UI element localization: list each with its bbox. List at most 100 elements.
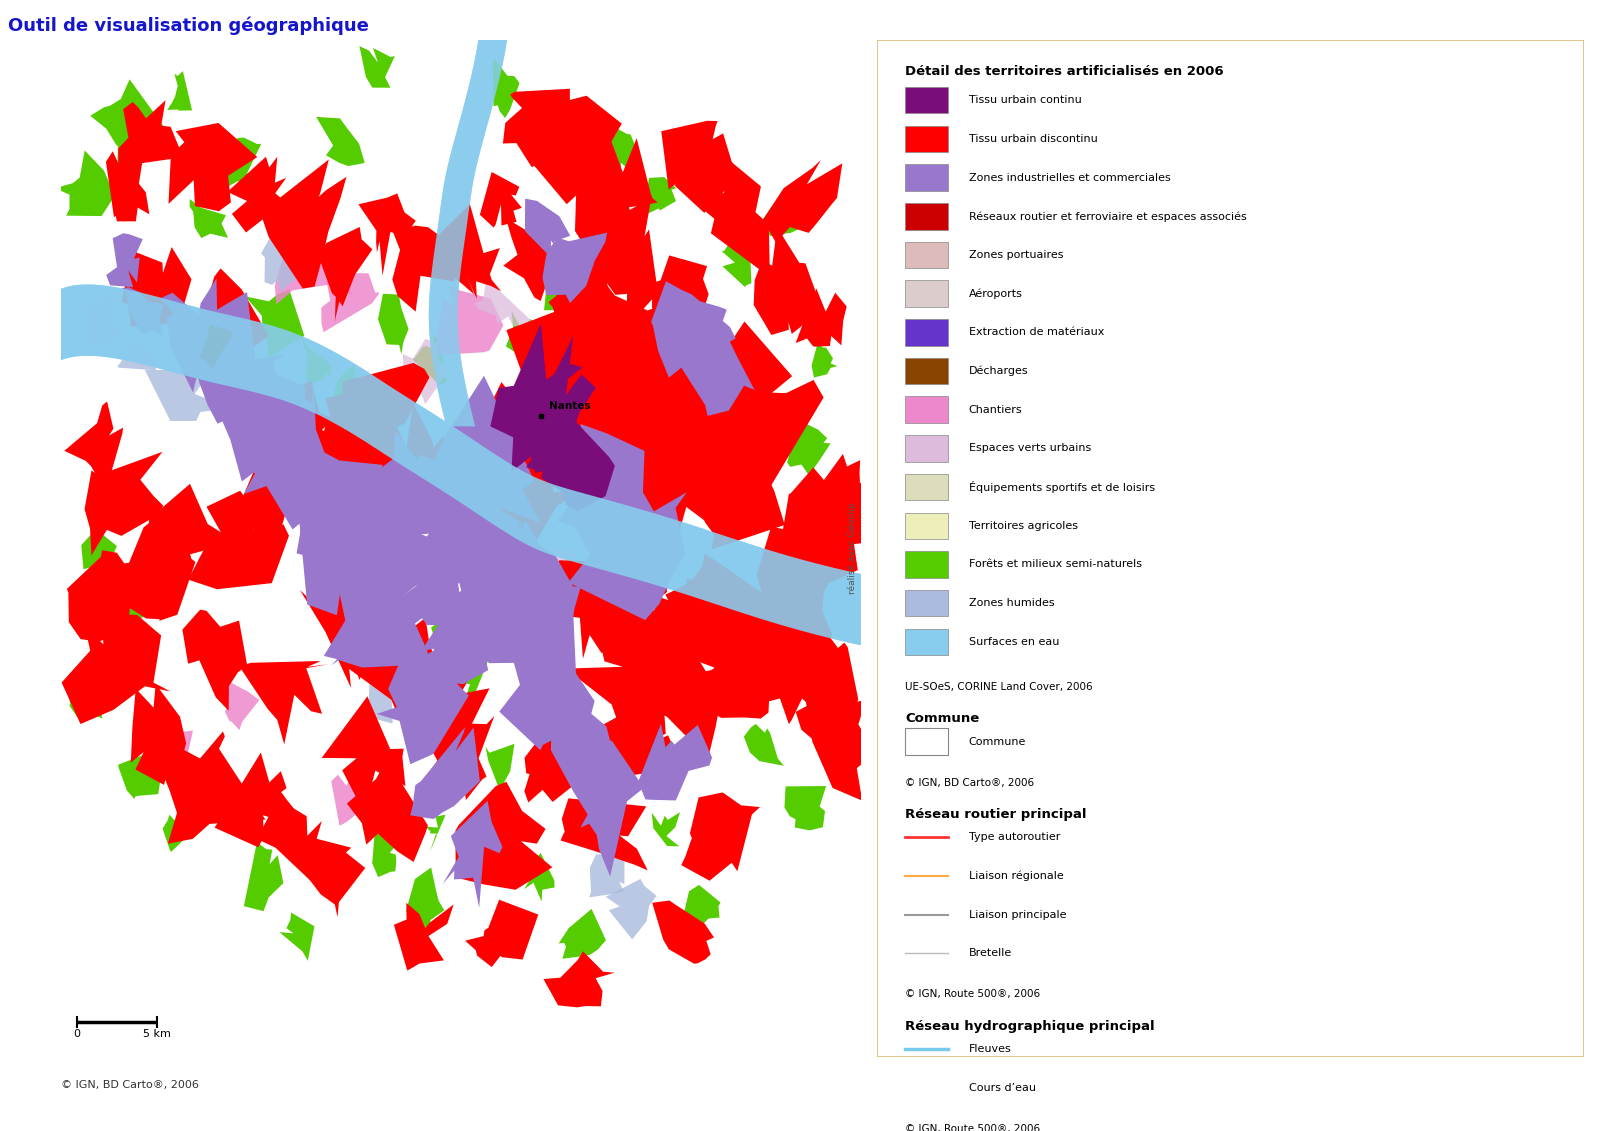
Polygon shape (429, 40, 507, 426)
Text: Tissu urbain discontinu: Tissu urbain discontinu (968, 133, 1098, 144)
Polygon shape (459, 382, 549, 515)
Polygon shape (406, 867, 445, 936)
Text: © IGN, BD Carto®, 2006: © IGN, BD Carto®, 2006 (61, 1080, 198, 1090)
Polygon shape (651, 282, 736, 378)
Polygon shape (299, 582, 366, 688)
Polygon shape (811, 339, 837, 378)
Polygon shape (606, 879, 656, 940)
Polygon shape (666, 553, 779, 667)
Text: Commune: Commune (906, 713, 979, 725)
Bar (906, 242, 947, 268)
Polygon shape (322, 697, 405, 811)
Polygon shape (64, 402, 123, 491)
Polygon shape (421, 559, 502, 684)
Text: Commune: Commune (968, 736, 1026, 746)
Polygon shape (568, 489, 686, 620)
Polygon shape (541, 342, 661, 477)
Polygon shape (782, 642, 858, 759)
Polygon shape (61, 285, 861, 645)
Polygon shape (85, 451, 163, 555)
Polygon shape (501, 323, 582, 472)
Polygon shape (589, 852, 624, 897)
Polygon shape (474, 573, 512, 632)
Polygon shape (638, 724, 712, 801)
Polygon shape (234, 456, 291, 543)
Polygon shape (429, 40, 507, 426)
Text: 0: 0 (74, 1029, 80, 1039)
Polygon shape (581, 765, 648, 877)
Text: Aéroports: Aéroports (968, 288, 1022, 299)
Polygon shape (530, 560, 635, 658)
Text: Zones industrielles et commerciales: Zones industrielles et commerciales (968, 173, 1171, 182)
Polygon shape (586, 516, 667, 627)
Text: Type autoroutier: Type autoroutier (968, 832, 1061, 843)
Text: Décharges: Décharges (968, 365, 1029, 377)
Polygon shape (144, 370, 218, 421)
Polygon shape (586, 339, 622, 397)
Bar (906, 87, 947, 113)
Polygon shape (533, 726, 587, 765)
Polygon shape (214, 368, 306, 494)
Bar (906, 280, 947, 307)
Polygon shape (117, 335, 160, 370)
Polygon shape (795, 288, 846, 347)
Polygon shape (189, 199, 227, 238)
Polygon shape (360, 46, 395, 88)
Polygon shape (544, 951, 614, 1008)
Polygon shape (331, 775, 363, 826)
Polygon shape (54, 150, 115, 216)
Polygon shape (506, 311, 542, 362)
Text: Liaison principale: Liaison principale (968, 909, 1066, 920)
Polygon shape (542, 259, 635, 377)
Polygon shape (323, 587, 429, 667)
Polygon shape (373, 823, 397, 878)
Text: © IGN, Route 500®, 2006: © IGN, Route 500®, 2006 (906, 990, 1040, 1000)
Polygon shape (480, 172, 522, 227)
Polygon shape (301, 337, 333, 383)
Text: Cours d’eau: Cours d’eau (968, 1082, 1035, 1093)
Polygon shape (592, 715, 677, 776)
Polygon shape (485, 744, 515, 806)
Bar (906, 512, 947, 539)
Polygon shape (275, 226, 352, 304)
Polygon shape (200, 325, 232, 370)
Polygon shape (602, 127, 638, 174)
Polygon shape (245, 290, 304, 359)
Polygon shape (266, 380, 360, 497)
Polygon shape (214, 752, 302, 847)
Polygon shape (696, 437, 784, 550)
Text: Zones humides: Zones humides (968, 598, 1054, 608)
Polygon shape (787, 421, 830, 475)
Polygon shape (261, 227, 309, 292)
Polygon shape (325, 363, 429, 442)
Text: Chantiers: Chantiers (968, 405, 1022, 415)
Polygon shape (158, 732, 266, 844)
Text: Outil de visualisation géographique: Outil de visualisation géographique (8, 17, 370, 35)
Polygon shape (451, 645, 494, 707)
Polygon shape (106, 152, 149, 222)
Polygon shape (554, 424, 645, 569)
Polygon shape (690, 321, 803, 446)
Polygon shape (603, 264, 707, 442)
Text: © IGN, BD Carto®, 2006: © IGN, BD Carto®, 2006 (906, 778, 1034, 787)
Polygon shape (296, 451, 382, 615)
Polygon shape (534, 279, 573, 310)
Polygon shape (160, 278, 232, 392)
Text: Bretelle: Bretelle (968, 948, 1011, 958)
Polygon shape (736, 593, 832, 724)
Polygon shape (318, 227, 373, 322)
Polygon shape (490, 381, 576, 473)
Text: Équipements sportifs et de loisirs: Équipements sportifs et de loisirs (968, 481, 1155, 493)
Polygon shape (651, 812, 680, 846)
Text: Surfaces en eau: Surfaces en eau (968, 637, 1059, 647)
Polygon shape (565, 271, 677, 383)
Polygon shape (195, 292, 286, 424)
Polygon shape (331, 365, 366, 411)
Polygon shape (763, 159, 842, 243)
Polygon shape (222, 138, 261, 190)
Polygon shape (475, 269, 534, 326)
Text: Extraction de matériaux: Extraction de matériaux (968, 327, 1104, 337)
Text: Forêts et milieux semi-naturels: Forêts et milieux semi-naturels (968, 560, 1142, 569)
Polygon shape (542, 233, 606, 303)
Polygon shape (504, 218, 555, 301)
